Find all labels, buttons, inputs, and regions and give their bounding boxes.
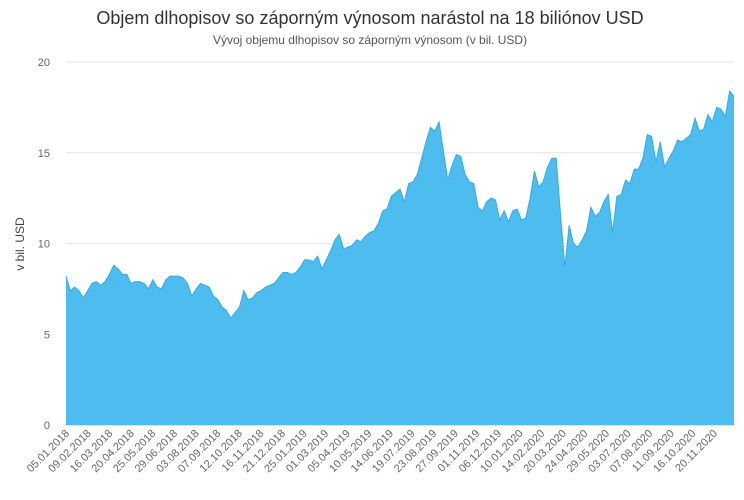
area-series-line: [65, 89, 735, 319]
y-tick-label: 5: [44, 329, 50, 341]
y-tick-label: 0: [44, 420, 50, 432]
y-tick-label: 10: [38, 239, 50, 251]
plot-area: [65, 89, 735, 425]
y-tick-labels: 0 5 10 15 20: [38, 57, 50, 432]
y-axis-label: v bil. USD: [13, 217, 27, 271]
y-tick-label: 20: [38, 57, 50, 69]
chart-title: Objem dlhopisov so záporným výnosom nará…: [96, 8, 643, 28]
x-tick-labels: 05.01.201809.02.201816.03.201820.04.2018…: [25, 428, 720, 475]
chart-subtitle: Vývoj objemu dlhopisov so záporným výnos…: [213, 33, 527, 47]
y-tick-label: 15: [38, 148, 50, 160]
area-series: [66, 91, 734, 425]
